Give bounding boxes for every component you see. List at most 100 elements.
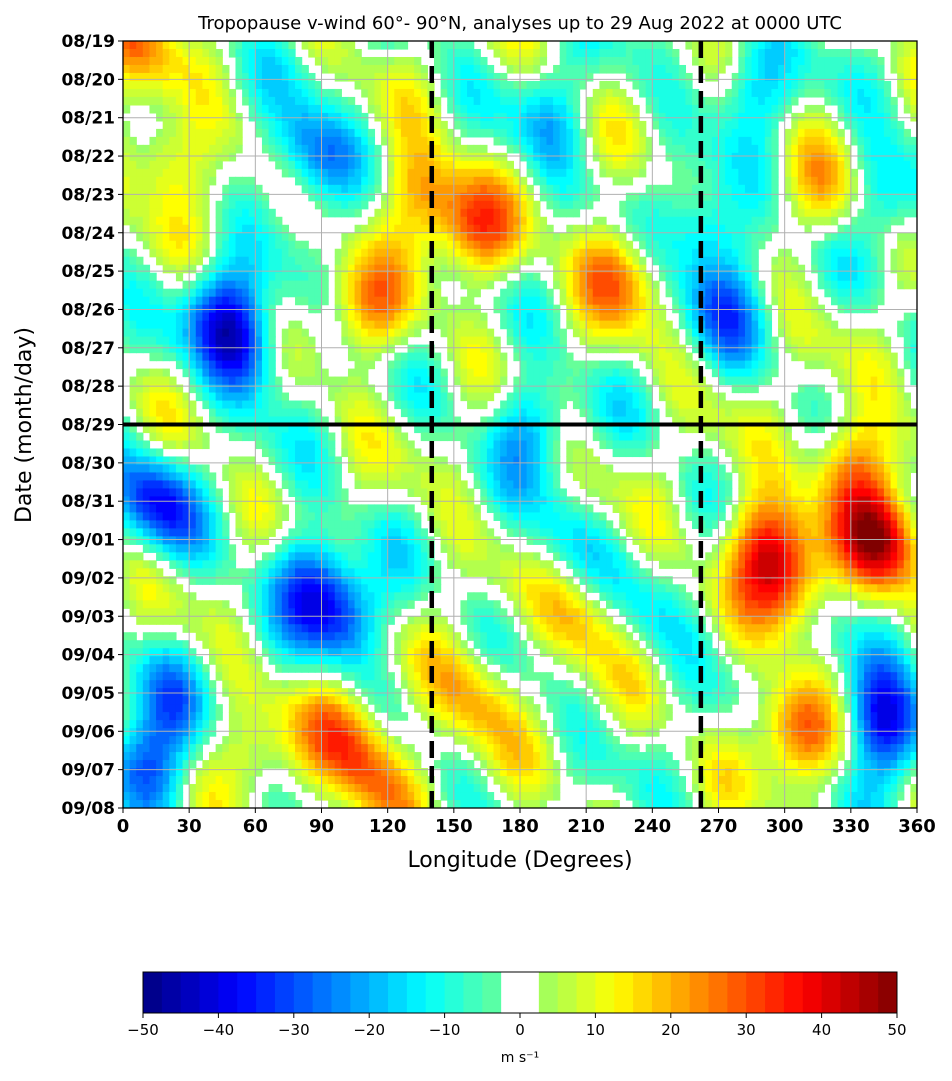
heat-cell	[162, 136, 170, 146]
heat-cell	[460, 616, 468, 625]
heat-cell	[347, 128, 356, 138]
heat-cell	[275, 560, 283, 569]
heat-cell	[255, 344, 263, 354]
heat-cell	[129, 736, 137, 745]
heat-cell	[195, 464, 203, 474]
heat-cell	[414, 256, 422, 266]
heat-cell	[480, 456, 488, 466]
heat-cell	[275, 568, 283, 577]
heat-cell	[288, 480, 296, 490]
heat-cell	[295, 120, 303, 130]
heat-cell	[182, 416, 190, 426]
heat-cell	[301, 80, 309, 90]
heat-cell	[520, 336, 528, 346]
heat-cell	[473, 88, 481, 98]
heat-cell	[347, 576, 356, 585]
heat-cell	[467, 176, 475, 186]
heat-cell	[453, 104, 462, 114]
heat-cell	[281, 232, 290, 242]
heat-cell	[301, 344, 309, 354]
heat-cell	[215, 288, 223, 298]
heat-cell	[427, 536, 435, 545]
heat-cell	[129, 712, 137, 721]
heat-cell	[361, 704, 369, 713]
heat-cell	[321, 152, 329, 162]
heat-cell	[175, 208, 184, 218]
heat-cell	[156, 320, 164, 330]
heat-cell	[129, 272, 137, 282]
heat-cell	[520, 312, 528, 322]
heat-cell	[460, 168, 468, 178]
heat-cell	[433, 608, 442, 617]
heat-cell	[447, 784, 455, 793]
heat-cell	[361, 120, 369, 130]
heat-cell	[215, 208, 223, 218]
heat-cell	[136, 712, 144, 721]
heat-cell	[268, 440, 276, 450]
heat-cell	[169, 600, 177, 609]
heat-cell	[209, 616, 217, 625]
heat-cell	[414, 280, 422, 290]
heat-cell	[394, 512, 402, 521]
heat-cell	[189, 696, 197, 705]
heat-cell	[460, 784, 468, 793]
heat-cell	[189, 592, 197, 601]
heat-cell	[202, 312, 210, 322]
heat-cell	[136, 776, 144, 785]
heat-cell	[473, 744, 481, 753]
heat-cell	[149, 152, 157, 162]
heat-cell	[189, 376, 197, 386]
heat-cell	[367, 784, 376, 793]
heat-cell	[129, 600, 137, 609]
heat-cell	[493, 560, 501, 569]
heat-cell	[341, 120, 349, 130]
heat-cell	[156, 56, 164, 66]
heat-cell	[149, 400, 157, 410]
heat-cell	[248, 328, 256, 338]
heat-cell	[142, 344, 151, 354]
heat-cell	[341, 784, 349, 793]
heat-cell	[440, 256, 448, 266]
heat-cell	[480, 216, 488, 226]
heat-cell	[493, 488, 501, 498]
heat-cell	[268, 104, 276, 114]
heat-cell	[281, 80, 290, 90]
heat-cell	[367, 160, 376, 170]
heat-cell	[526, 280, 534, 290]
heat-cell	[136, 192, 144, 202]
heat-cell	[367, 80, 376, 90]
heat-cell	[420, 624, 428, 633]
heat-cell	[182, 712, 190, 721]
heat-cell	[235, 640, 243, 649]
heat-cell	[228, 720, 237, 729]
heat-cell	[334, 584, 342, 593]
heat-cell	[414, 624, 422, 633]
heat-cell	[328, 96, 336, 106]
heat-cell	[235, 672, 243, 681]
heat-cell	[136, 88, 144, 98]
heat-cell	[301, 528, 309, 537]
heat-cell	[182, 72, 190, 82]
heat-cell	[209, 88, 217, 98]
heat-cell	[261, 744, 270, 753]
heat-cell	[308, 696, 316, 705]
heat-cell	[381, 432, 389, 442]
heat-cell	[506, 576, 514, 585]
heat-cell	[228, 624, 237, 633]
heat-cell	[407, 528, 415, 537]
heat-cell	[467, 152, 475, 162]
heat-cell	[129, 424, 137, 434]
heat-cell	[500, 712, 508, 721]
heat-cell	[400, 760, 409, 769]
heat-cell	[453, 544, 462, 553]
heat-cell	[387, 528, 395, 537]
heat-cell	[473, 472, 481, 482]
heat-cell	[175, 472, 184, 482]
heat-cell	[202, 720, 210, 729]
heat-cell	[281, 120, 290, 130]
heat-cell	[447, 560, 455, 569]
heat-cell	[394, 528, 402, 537]
heat-cell	[440, 472, 448, 482]
heat-cell	[414, 144, 422, 154]
heat-cell	[414, 136, 422, 146]
